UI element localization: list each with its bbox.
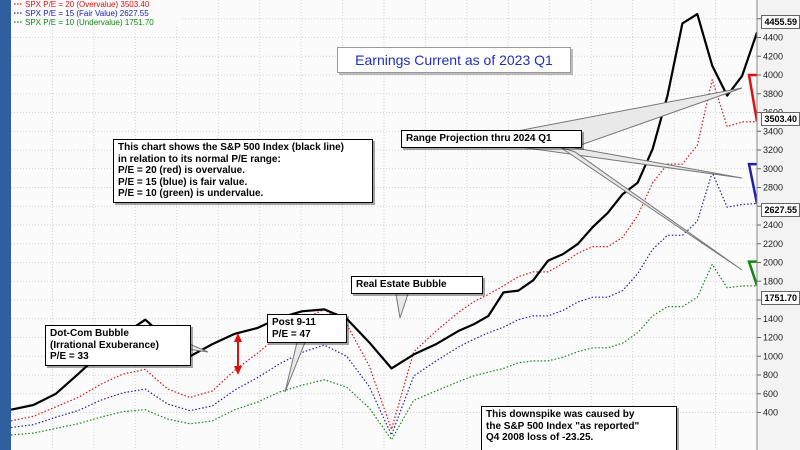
y-tick-label: 2000 [763,258,783,268]
undervalue-price-label: 1751.70 [761,291,800,305]
annotation-post911: Post 9-11 P/E = 47 [267,314,347,343]
y-tick-label: 2800 [763,183,783,193]
y-tick-label: 1200 [763,333,783,343]
y-tick-label: 1800 [763,276,783,286]
y-tick-label: 600 [763,389,778,399]
y-tick-label: 400 [763,408,778,418]
y-tick-label: 1400 [763,314,783,324]
y-tick-label: 2400 [763,220,783,230]
fairvalue-line [10,171,758,436]
y-tick-label: 3000 [763,164,783,174]
annotation-downspike: This downspike was caused by the S&P 500… [481,406,677,450]
y-axis-background [757,0,800,450]
y-tick-label: 2200 [763,239,783,249]
y-tick-label: 4400 [763,33,783,43]
callout-pointer-fair [519,146,743,179]
annotation-range-projection: Range Projection thru 2024 Q1 [401,130,582,148]
overvalue-price-label: 3503.40 [761,112,800,126]
gap-arrow-head-bottom [234,366,242,375]
annotation-dotcom: Dot-Com Bubble (Irrational Exuberance) P… [45,325,191,366]
legend-entry: SPX P/E = 15 (Fair Value) 2627.55 [25,9,149,18]
left-border [0,0,11,450]
y-tick-label: 800 [763,370,778,380]
legend-background [11,0,181,26]
y-tick-label: 4200 [763,51,783,61]
y-tick-label: 4000 [763,70,783,80]
gap-arrow-head-top [234,333,242,342]
legend-entry: SPX P/E = 20 (Overvalue) 3503.40 [25,0,150,9]
spx-price-label: 4455.59 [761,15,800,29]
y-tick-label: 1000 [763,351,783,361]
callout-pointer-under [559,146,743,271]
chart-title: Earnings Current as of 2023 Q1 [337,47,571,73]
y-tick-label: 3800 [763,89,783,99]
overvalue-line [10,79,758,430]
annotation-real-estate: Real Estate Bubble [351,276,483,294]
y-tick-label: 3400 [763,126,783,136]
y-tick-label: 3200 [763,145,783,155]
annotation-explain: This chart shows the S&P 500 Index (blac… [113,139,373,203]
fairvalue-price-label: 2627.55 [761,203,800,217]
legend-entry: SPX P/E = 10 (Undervalue) 1751.70 [25,18,154,27]
y-axis: 4006008001000120014001600180020002200240… [756,0,800,450]
